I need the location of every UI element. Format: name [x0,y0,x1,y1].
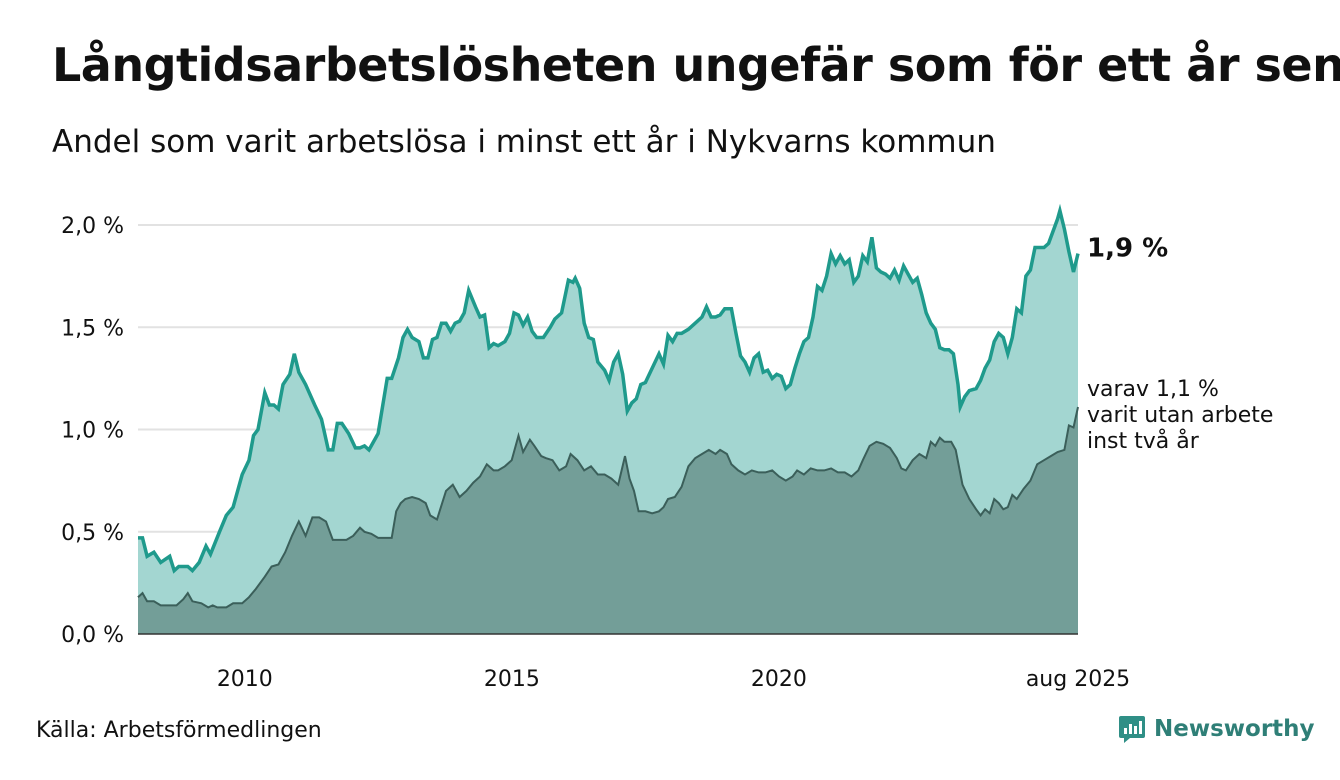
y-tick-label: 2,0 % [61,214,124,239]
lower-series-line [137,406,1079,609]
x-tick-label: 2020 [751,667,807,692]
brand-name: Newsworthy [1154,716,1315,742]
end-label-line: inst två år [1087,428,1200,454]
chart-title: Långtidsarbetslösheten ungefär som för e… [52,38,1340,92]
source-note: Källa: Arbetsförmedlingen [36,718,322,743]
y-axis: 0,0 % 0,5 % 1,0 % 1,5 % 2,0 % [61,214,124,648]
y-tick-label: 0,5 % [61,521,124,546]
area-chart: 0,0 % 0,5 % 1,0 % 1,5 % 2,0 % 2010 2015 2020 au… [61,203,1280,692]
upper-series-end-label: 1,9 % [1087,234,1168,264]
chart-subtitle: Andel som varit arbetslösa i minst ett å… [52,124,996,160]
y-tick-label: 1,0 % [61,419,124,444]
end-label-line: varav 1,1 % [1087,377,1219,402]
newsworthy-logo-icon [1119,716,1145,743]
lower-series-area [138,407,1078,634]
lower-series-end-label: varav 1,1 % varit utan arbete inst två år [1087,377,1280,454]
brand[interactable]: Newsworthy [1118,714,1315,744]
end-label-line: varit utan arbete [1087,403,1280,428]
y-tick-label: 0,0 % [61,623,124,648]
x-tick-label: 2010 [217,667,273,692]
x-tick-label: aug 2025 [1026,667,1130,692]
x-tick-label: 2015 [484,667,540,692]
y-tick-label: 1,5 % [61,316,124,341]
upper-series-line [138,203,1080,574]
x-axis: 2010 2015 2020 aug 2025 [217,667,1130,692]
